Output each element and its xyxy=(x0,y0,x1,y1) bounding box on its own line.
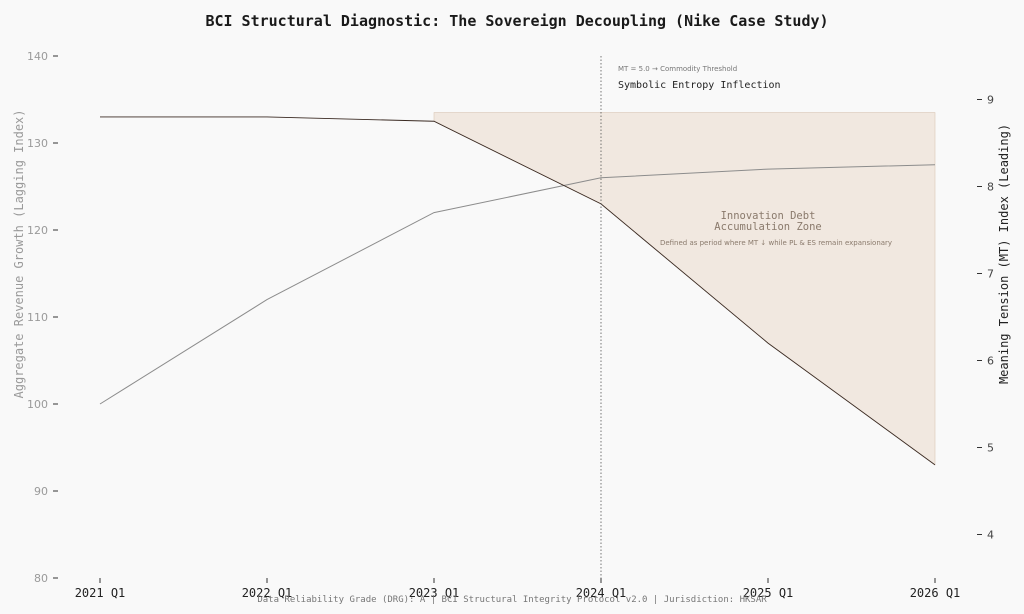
zone-title-line1: Innovation Debt xyxy=(721,210,816,222)
zone-title-line2: Accumulation Zone xyxy=(714,221,821,233)
innovation-debt-zone xyxy=(433,112,936,466)
inflection-annotation: Symbolic Entropy Inflection xyxy=(618,80,781,91)
y-left-tick-label: 120 xyxy=(27,224,48,237)
y-right-tick-label: 8 xyxy=(987,181,994,194)
threshold-annotation: MT = 5.0 → Commodity Threshold xyxy=(618,65,737,73)
y-right-tick-label: 7 xyxy=(987,268,994,281)
series-layer xyxy=(99,116,936,466)
y-left-tick-label: 140 xyxy=(27,50,48,63)
y-axis-left-label: Aggregate Revenue Growth (Lagging Index) xyxy=(12,110,26,399)
zone-fill xyxy=(433,112,936,466)
x-tick-label: 2024 Q1 xyxy=(576,586,627,600)
y-right-tick-label: 6 xyxy=(987,355,994,368)
footer-note: Data Reliability Grade (DRG): A | BCI St… xyxy=(257,595,767,605)
x-tick-label: 2025 Q1 xyxy=(743,586,794,600)
x-tick-label: 2026 Q1 xyxy=(910,586,961,600)
x-tick-label: 2022 Q1 xyxy=(242,586,293,600)
y-right-tick-label: 9 xyxy=(987,94,994,107)
y-axis-right-label: Meaning Tension (MT) Index (Leading) xyxy=(997,124,1011,384)
meaning-tension-line xyxy=(100,116,936,466)
revenue-growth-line xyxy=(99,164,936,405)
axes-layer: 80 90 100 110 120 130 140 4 5 6 7 8 9 2021 Q1 2022 Q1 2… xyxy=(27,50,994,600)
y-right-tick-label: 5 xyxy=(987,442,994,455)
y-left-tick-label: 100 xyxy=(27,398,48,411)
chart-title: BCI Structural Diagnostic: The Sovereign… xyxy=(205,12,828,30)
y-left-tick-label: 130 xyxy=(27,137,48,150)
y-left-tick-label: 90 xyxy=(34,485,48,498)
zone-subtitle: Defined as period where MT ↓ while PL & … xyxy=(660,239,892,247)
y-left-tick-label: 80 xyxy=(34,572,48,585)
y-right-tick-label: 4 xyxy=(987,529,994,542)
y-left-tick-label: 110 xyxy=(27,311,48,324)
x-tick-label: 2023 Q1 xyxy=(409,586,460,600)
x-tick-label: 2021 Q1 xyxy=(75,586,126,600)
